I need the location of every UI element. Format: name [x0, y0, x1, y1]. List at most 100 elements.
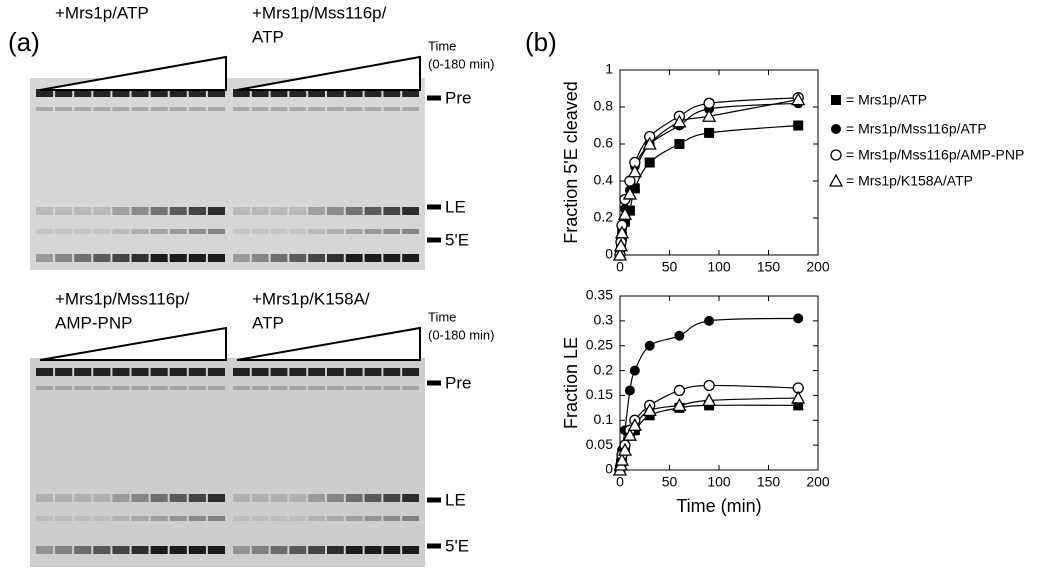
gel-condition-label: ATP — [252, 313, 284, 332]
x-tick-label: 50 — [662, 259, 678, 275]
gel-band — [233, 229, 250, 234]
gel-band — [36, 207, 54, 215]
band-label: Pre — [445, 88, 471, 107]
time-label: Time — [428, 309, 456, 324]
legend-label: = Mrs1p/K158A/ATP — [846, 173, 973, 189]
data-point — [644, 340, 655, 351]
gel-band — [345, 207, 363, 215]
gel-band — [188, 386, 206, 390]
gel-band — [364, 254, 382, 262]
time-label: (0-180 min) — [428, 56, 494, 71]
data-point — [704, 315, 715, 326]
x-tick-label: 150 — [757, 259, 781, 275]
gel-band — [93, 254, 111, 262]
legend-symbol — [830, 149, 842, 161]
data-point — [613, 238, 629, 252]
gel-band — [364, 207, 382, 215]
gel-band — [289, 207, 307, 215]
gel-band — [289, 107, 307, 111]
gel-condition-label: +Mrs1p/K158A/ — [252, 289, 370, 308]
gel-band — [207, 516, 225, 521]
gel-band — [270, 207, 288, 215]
gel-band — [383, 89, 401, 97]
gel-band — [188, 107, 206, 111]
gel-band — [188, 546, 206, 554]
gel-band — [74, 107, 92, 111]
plot-frame — [619, 295, 819, 471]
data-point — [612, 247, 628, 261]
gel-band — [112, 254, 130, 262]
gel-band — [74, 254, 92, 262]
gel-band — [93, 89, 111, 97]
gel-band — [74, 494, 92, 502]
gel-band — [383, 494, 401, 502]
gel-band — [402, 386, 419, 390]
gel-band — [36, 516, 54, 521]
gel-band — [74, 207, 92, 215]
band-marker — [427, 543, 441, 549]
gel-band — [308, 516, 325, 521]
gel-condition-label: ATP — [252, 27, 284, 46]
band-label: Pre — [445, 373, 471, 392]
gel-band — [251, 229, 269, 234]
gel-band — [188, 229, 206, 234]
gel-band — [270, 107, 288, 111]
gel-band — [74, 229, 92, 234]
gel-band — [131, 494, 149, 502]
gel-band — [383, 207, 401, 215]
gel-band — [270, 386, 288, 390]
y-tick-label: 1 — [605, 61, 613, 77]
gel-band — [112, 107, 130, 111]
gel-band — [188, 89, 206, 97]
gel-band — [345, 516, 363, 521]
y-tick-label: 0.1 — [594, 411, 614, 427]
gel-band — [308, 368, 325, 376]
gel-band — [55, 494, 73, 502]
y-tick-label: 0.35 — [586, 287, 613, 303]
gel-band — [327, 516, 344, 521]
data-point — [622, 427, 637, 441]
data-point — [672, 398, 687, 412]
gel-band — [402, 229, 419, 234]
gel-band — [364, 107, 382, 111]
gel-band — [169, 207, 187, 215]
gel-band — [251, 368, 269, 376]
gel-band — [150, 494, 168, 502]
gel-band — [131, 89, 149, 97]
gel-band — [327, 107, 344, 111]
gel-band — [402, 207, 419, 215]
data-point — [703, 97, 715, 109]
gel-band — [131, 207, 149, 215]
gel-band — [36, 107, 54, 111]
data-point — [702, 393, 717, 407]
gel-band — [233, 107, 250, 111]
band-label: LE — [445, 490, 466, 509]
legend-label: = Mrs1p/Mss116p/AMP-PNP — [846, 147, 1024, 163]
data-point — [674, 139, 685, 149]
data-point — [793, 313, 804, 324]
gel-band — [169, 386, 187, 390]
gel-band — [55, 516, 73, 521]
x-tick-label: 150 — [757, 474, 781, 490]
gel-band — [289, 386, 307, 390]
gel-band — [383, 107, 401, 111]
band-label: 5'E — [445, 536, 469, 555]
gel-band — [270, 516, 288, 521]
y-tick-label: 0.3 — [594, 312, 614, 328]
gel-band — [55, 386, 73, 390]
gel-band — [150, 368, 168, 376]
gel-band — [327, 494, 344, 502]
x-tick-label: 200 — [806, 259, 830, 275]
gel-band — [169, 229, 187, 234]
gel-band — [270, 546, 288, 554]
gel-band — [131, 229, 149, 234]
gel-band — [188, 516, 206, 521]
gel-band — [270, 368, 288, 376]
data-point — [624, 385, 635, 396]
time-label: (0-180 min) — [428, 327, 494, 342]
gel-band — [207, 207, 225, 215]
gel-band — [345, 546, 363, 554]
band-marker — [427, 497, 441, 503]
gel-band — [150, 107, 168, 111]
